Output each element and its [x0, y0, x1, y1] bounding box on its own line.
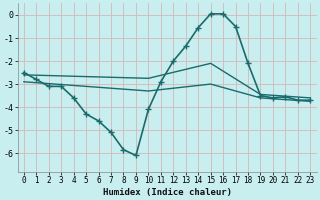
X-axis label: Humidex (Indice chaleur): Humidex (Indice chaleur) [103, 188, 232, 197]
